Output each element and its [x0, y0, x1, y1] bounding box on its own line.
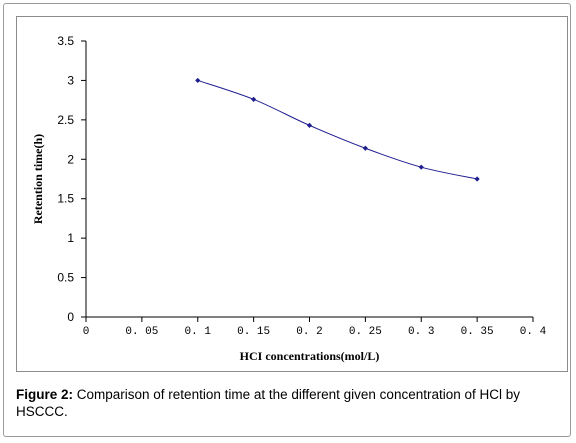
- y-tick-label: 2.5: [57, 113, 74, 127]
- y-tick-label: 2: [67, 152, 74, 166]
- figure-caption: Figure 2: Comparison of retention time a…: [16, 386, 562, 420]
- data-point: [418, 164, 424, 170]
- x-tick-label: 0. 05: [125, 326, 158, 338]
- x-tick-label: 0. 35: [461, 326, 494, 338]
- y-tick-label: 1: [67, 231, 74, 245]
- data-point: [306, 122, 313, 128]
- y-tick-label: 3: [67, 73, 74, 87]
- chart-area: [16, 16, 568, 372]
- caption-text: Comparison of retention time at the diff…: [16, 387, 521, 419]
- x-tick-label: 0. 4: [520, 326, 547, 338]
- data-point: [251, 96, 257, 102]
- y-tick-label: 0: [67, 310, 74, 324]
- figure-frame: [3, 3, 571, 437]
- y-axis-label: Retention time(h): [31, 134, 45, 224]
- data-point: [474, 176, 480, 182]
- x-tick-label: 0. 2: [296, 326, 322, 338]
- caption-label: Figure 2:: [16, 387, 74, 402]
- data-point: [362, 145, 368, 151]
- y-tick-label: 3.5: [57, 34, 74, 48]
- x-tick-label: 0. 3: [408, 326, 434, 338]
- x-tick-label: 0. 25: [349, 326, 382, 338]
- x-axis-label: HCI concentrations(mol/L): [240, 349, 380, 363]
- x-tick-label: 0: [83, 326, 90, 338]
- y-tick-label: 1.5: [57, 192, 74, 206]
- x-tick-label: 0. 15: [237, 326, 270, 338]
- data-point: [195, 77, 201, 84]
- series-line: [197, 79, 478, 180]
- y-tick-label: 0.5: [57, 271, 74, 285]
- x-tick-label: 0. 1: [185, 326, 212, 338]
